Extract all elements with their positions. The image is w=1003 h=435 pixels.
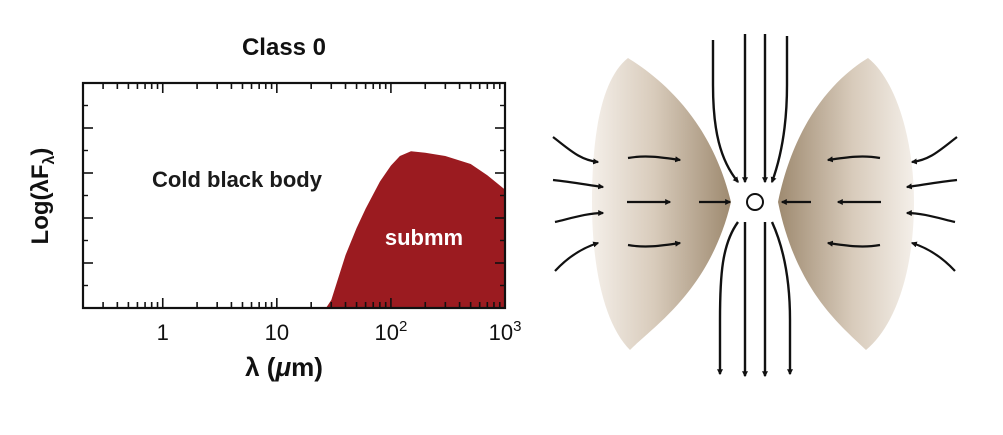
infall-arrow-right-7 <box>826 240 881 248</box>
central-protostar <box>746 193 764 211</box>
infall-arrow-left-3 <box>554 210 605 224</box>
outflow-lines <box>711 34 793 378</box>
infall-arrow-left-1 <box>552 136 600 165</box>
x-ticks <box>82 83 506 308</box>
x-tick-labels: 1 10 102 103 <box>157 318 522 345</box>
y-axis-label: Log(λFλ) <box>27 148 58 245</box>
outflow-arrow-up-1 <box>711 40 739 183</box>
x-tick-label: 1 <box>157 320 169 345</box>
sed-chart: Class 0 1 10 102 103 Cold black body submm … <box>27 34 521 382</box>
annotation-submm: submm <box>385 225 463 250</box>
infall-arrow-left-5 <box>627 155 682 163</box>
outflow-arrow-down-4 <box>770 221 793 376</box>
x-tick-label: 103 <box>489 318 522 345</box>
infall-arrow-right-4 <box>910 241 956 272</box>
envelope-right-lobe <box>778 58 914 350</box>
annotation-cold-black-body: Cold black body <box>152 167 323 192</box>
infall-arrow-left-4 <box>554 241 600 272</box>
x-axis-label: λ (μm) <box>245 352 323 382</box>
envelope-left-lobe <box>592 58 731 350</box>
protostar-diagram <box>552 34 958 378</box>
y-ticks <box>83 104 505 287</box>
infall-left <box>552 136 732 272</box>
infall-arrow-right-3 <box>905 210 956 224</box>
infall-arrow-left-2 <box>552 178 605 190</box>
series-area-0 <box>326 151 505 308</box>
infall-arrow-right-5 <box>826 155 881 163</box>
infall-arrow-left-7 <box>627 240 682 248</box>
infall-arrow-right-2 <box>905 178 958 190</box>
infall-right <box>780 136 958 272</box>
series-layer <box>326 151 505 308</box>
x-tick-label: 102 <box>375 318 408 345</box>
infall-arrow-right-1 <box>910 136 958 165</box>
x-tick-label: 10 <box>265 320 289 345</box>
outflow-arrow-down-1 <box>717 221 739 376</box>
chart-title: Class 0 <box>242 34 326 61</box>
outflow-arrow-up-4 <box>770 36 789 184</box>
